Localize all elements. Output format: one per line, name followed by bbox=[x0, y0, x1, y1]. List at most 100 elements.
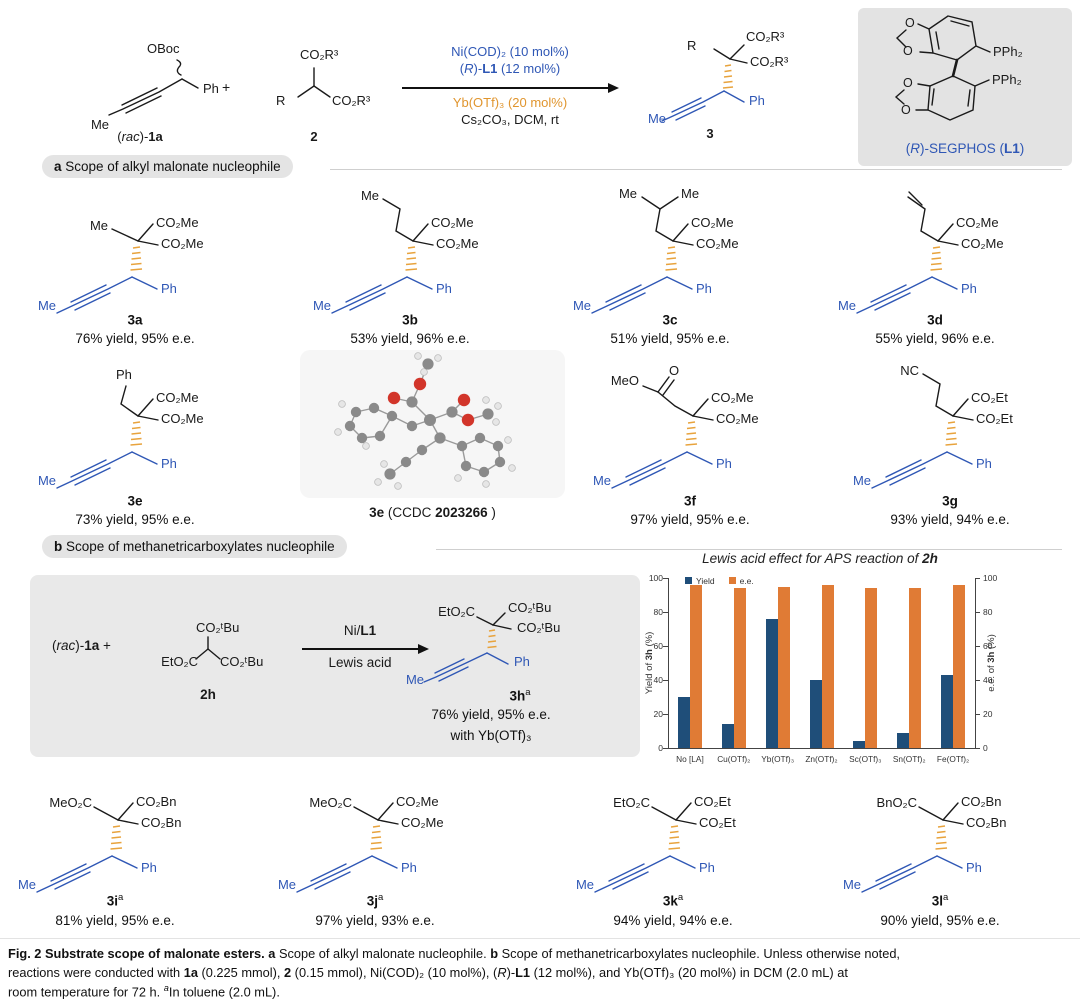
structure-3k bbox=[594, 802, 697, 893]
compound-tile-3i: MeO₂C CO₂Bn CO₂Bn Ph Me 3ia 81% yield, 9… bbox=[0, 780, 240, 930]
caption-line: Fig. 2 Substrate scope of malonate ester… bbox=[8, 946, 900, 961]
me-label: Me bbox=[90, 117, 109, 132]
ester-label: CO₂Me bbox=[961, 236, 1004, 251]
ph-label: Ph bbox=[401, 860, 417, 875]
ester-label: CO₂Me bbox=[711, 390, 754, 405]
ph-label: Ph bbox=[161, 456, 177, 471]
ph-label: Ph bbox=[203, 81, 219, 96]
me-label: Me bbox=[842, 877, 861, 892]
r-group-label: Me bbox=[681, 186, 700, 201]
y-axis-left bbox=[668, 578, 669, 748]
compound-id: 3f bbox=[683, 493, 696, 509]
reaction-arrow bbox=[302, 648, 420, 650]
compound-1a-label: (rac)-1a bbox=[117, 129, 163, 144]
ph-label: Ph bbox=[699, 860, 715, 875]
ester-label: CO₂Bn bbox=[961, 794, 1002, 809]
y-axis-label-right: e.e. of 3h (%) bbox=[986, 634, 997, 692]
chart-title: Lewis acid effect for APS reaction of 2h bbox=[702, 551, 938, 566]
arrow-bottom-text: Lewis acid bbox=[328, 655, 392, 670]
yield-text: 51% yield, 95% e.e. bbox=[610, 331, 730, 346]
yield-text: 55% yield, 96% e.e. bbox=[875, 331, 995, 346]
top-scheme: OBoc Ph Me (rac)-1a + CO₂R³ R CO₂R³ 2 Ni… bbox=[0, 0, 1080, 180]
compound-3-label: 3 bbox=[706, 126, 714, 141]
ester-label: CO₂Bn bbox=[141, 815, 182, 830]
yield-text: 97% yield, 95% e.e. bbox=[630, 512, 750, 527]
figure-caption: Fig. 2 Substrate scope of malonate ester… bbox=[8, 944, 1074, 1002]
compound-id: 3ja bbox=[366, 892, 384, 909]
ester-label: BnO₂C bbox=[876, 795, 917, 810]
section-b-title: Scope of methanetricarboxylates nucleoph… bbox=[62, 539, 335, 554]
structure-3f bbox=[611, 376, 714, 489]
r-group-label: Me bbox=[360, 188, 379, 203]
crystal-structure-image bbox=[334, 352, 516, 490]
arrow-top-text: Ni/L1 bbox=[343, 623, 377, 638]
ph-label: Ph bbox=[749, 93, 765, 108]
caption-line: reactions were conducted with 1a (0.225 … bbox=[8, 965, 848, 981]
ph-label: Ph bbox=[141, 860, 157, 875]
r-group-label: R bbox=[276, 93, 286, 108]
ester-label: CO₂Me bbox=[956, 215, 999, 230]
yield-text: 76% yield, 95% e.e. bbox=[75, 331, 195, 346]
lewis-acid-note: with Yb(OTf)₃ bbox=[450, 728, 532, 743]
ester-label: CO₂R³ bbox=[750, 54, 789, 69]
condition-line-1: Ni(COD)₂ (10 mol%) bbox=[451, 44, 569, 59]
structure-3a bbox=[56, 223, 159, 314]
ester-label: CO₂ᵗBu bbox=[196, 620, 240, 635]
reaction-arrow-head bbox=[418, 644, 429, 654]
structure-3g bbox=[871, 373, 974, 489]
compound-tile-3f: MeO O CO₂Me CO₂Me Ph Me 3f 97% yield, 95… bbox=[565, 360, 815, 528]
compound-tile-3b: Me CO₂Me CO₂Me Ph Me 3b 53% yield, 96% e… bbox=[285, 185, 535, 353]
chart-legend: Yield e.e. bbox=[685, 575, 768, 586]
legend-label-yield: Yield bbox=[696, 575, 715, 586]
structure-3j bbox=[296, 802, 399, 893]
ester-label: CO₂Et bbox=[971, 390, 1008, 405]
me-label: Me bbox=[852, 473, 871, 488]
ester-label: CO₂R³ bbox=[332, 93, 371, 108]
compound-tile-3a: Me CO₂Me CO₂Me Ph Me 3a 76% yield, 95% e… bbox=[10, 185, 260, 353]
ester-label: CO₂Me bbox=[161, 236, 204, 251]
oxygen-label: O bbox=[903, 76, 913, 90]
oxygen-label: O bbox=[903, 44, 913, 58]
ester-label: MeO₂C bbox=[49, 795, 92, 810]
caption-line: room temperature for 72 h. aIn toluene (… bbox=[8, 983, 280, 1000]
compound-id: 3d bbox=[927, 312, 943, 328]
r-group-label: Ph bbox=[116, 367, 132, 382]
pph2-label: PPh₂ bbox=[993, 44, 1023, 59]
yield-text: 76% yield, 95% e.e. bbox=[431, 707, 551, 722]
structure-3e bbox=[56, 385, 159, 489]
ph-label: Ph bbox=[961, 281, 977, 296]
me-label: Me bbox=[575, 877, 594, 892]
ester-label: CO₂Me bbox=[401, 815, 444, 830]
section-a-header: a Scope of alkyl malonate nucleophile bbox=[42, 155, 293, 178]
compound-id: 3a bbox=[127, 312, 143, 328]
structure-3h bbox=[423, 612, 512, 683]
structure-3i bbox=[36, 802, 139, 893]
divider bbox=[0, 938, 1080, 939]
structure-3l bbox=[861, 802, 964, 893]
ester-label: CO₂ᵗBu bbox=[517, 620, 561, 635]
scheme-b-box: (rac)-1a + CO₂ᵗBu EtO₂C CO₂ᵗBu 2h Ni/L1 … bbox=[30, 575, 640, 757]
oxygen-label: O bbox=[901, 103, 911, 117]
compound-tile-3k: EtO₂C CO₂Et CO₂Et Ph Me 3ka 94% yield, 9… bbox=[548, 780, 798, 930]
structure-3d bbox=[856, 191, 959, 314]
ligand-box: O O O O PPh₂ PPh₂ (R)-SEGPHOS (L1) bbox=[858, 8, 1072, 166]
section-a-title: Scope of alkyl malonate nucleophile bbox=[61, 159, 281, 174]
y-axis-label-left: Yield of 3h (%) bbox=[644, 631, 655, 695]
ph-label: Ph bbox=[436, 281, 452, 296]
carbonyl-o-label: O bbox=[669, 363, 680, 378]
r-group-label: Me bbox=[618, 186, 637, 201]
yield-text: 94% yield, 94% e.e. bbox=[613, 913, 733, 928]
compound-id: 3e bbox=[127, 493, 143, 509]
section-a-tag: a bbox=[54, 159, 62, 174]
structure-2h bbox=[195, 636, 221, 660]
ester-label: CO₂Bn bbox=[966, 815, 1007, 830]
structure-3c bbox=[591, 196, 694, 314]
compound-id: 3ka bbox=[662, 892, 684, 909]
compound-id: 3b bbox=[402, 312, 418, 328]
r-group-label: R bbox=[687, 38, 697, 53]
structure-2 bbox=[297, 67, 331, 98]
ester-label: CO₂Me bbox=[396, 794, 439, 809]
yield-text: 97% yield, 93% e.e. bbox=[315, 913, 435, 928]
ph-label: Ph bbox=[514, 654, 530, 669]
